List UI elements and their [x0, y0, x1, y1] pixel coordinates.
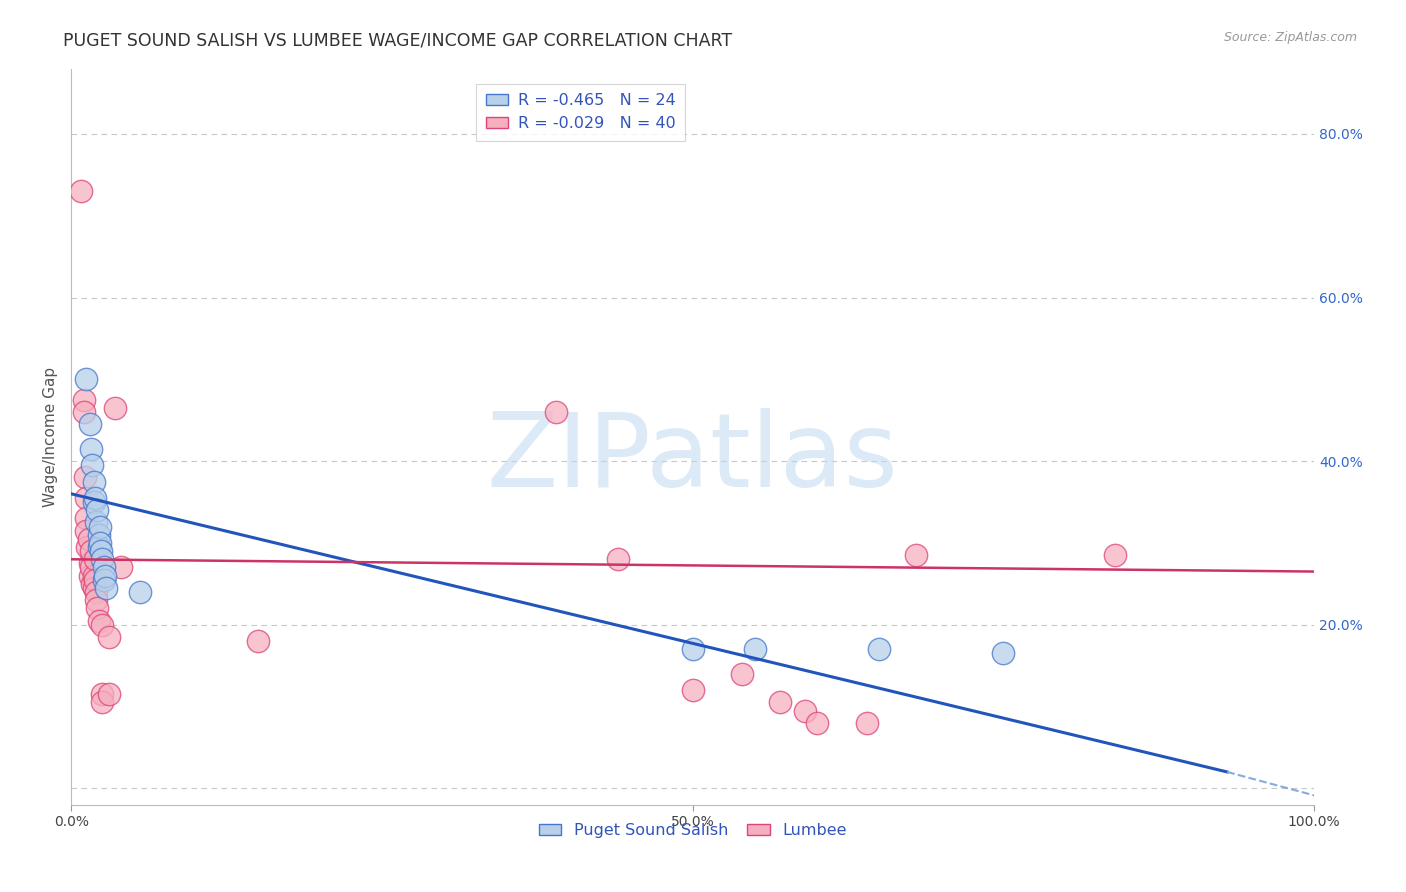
- Point: [79, 568, 101, 582]
- Point: [82, 458, 104, 473]
- Point: [87, 527, 110, 541]
- Point: [79, 557, 101, 571]
- Point: [73, 405, 96, 419]
- Point: [110, 560, 132, 574]
- Point: [75, 511, 97, 525]
- Point: [731, 666, 754, 681]
- Point: [73, 392, 96, 407]
- Point: [83, 495, 105, 509]
- Point: [83, 475, 105, 489]
- Point: [84, 552, 107, 566]
- Point: [89, 536, 111, 550]
- Point: [80, 442, 103, 456]
- Point: [90, 544, 112, 558]
- Point: [544, 405, 567, 419]
- Point: [87, 540, 110, 554]
- Point: [91, 687, 114, 701]
- Point: [682, 642, 704, 657]
- Point: [89, 519, 111, 533]
- Point: [607, 552, 630, 566]
- Point: [993, 646, 1015, 660]
- Point: [855, 715, 877, 730]
- Point: [75, 491, 97, 505]
- Point: [1104, 548, 1126, 562]
- Point: [769, 695, 792, 709]
- Point: [793, 704, 815, 718]
- Text: PUGET SOUND SALISH VS LUMBEE WAGE/INCOME GAP CORRELATION CHART: PUGET SOUND SALISH VS LUMBEE WAGE/INCOME…: [63, 31, 733, 49]
- Point: [82, 577, 104, 591]
- Point: [84, 585, 107, 599]
- Point: [86, 601, 108, 615]
- Y-axis label: Wage/Income Gap: Wage/Income Gap: [44, 367, 58, 507]
- Point: [70, 184, 93, 198]
- Point: [97, 630, 120, 644]
- Point: [128, 585, 150, 599]
- Point: [93, 573, 115, 587]
- Point: [104, 401, 127, 415]
- Point: [84, 573, 107, 587]
- Point: [94, 568, 117, 582]
- Point: [94, 581, 117, 595]
- Point: [83, 568, 105, 582]
- Point: [91, 617, 114, 632]
- Point: [806, 715, 828, 730]
- Point: [93, 560, 115, 574]
- Point: [84, 593, 107, 607]
- Point: [75, 524, 97, 538]
- Point: [79, 417, 101, 432]
- Point: [84, 491, 107, 505]
- Point: [868, 642, 890, 657]
- Point: [97, 687, 120, 701]
- Point: [246, 634, 269, 648]
- Text: ZIPatlas: ZIPatlas: [486, 409, 898, 509]
- Point: [87, 614, 110, 628]
- Point: [86, 503, 108, 517]
- Point: [83, 581, 105, 595]
- Point: [91, 695, 114, 709]
- Point: [682, 683, 704, 698]
- Legend: Puget Sound Salish, Lumbee: Puget Sound Salish, Lumbee: [533, 817, 853, 845]
- Point: [84, 516, 107, 530]
- Point: [905, 548, 928, 562]
- Point: [91, 552, 114, 566]
- Point: [76, 540, 98, 554]
- Text: Source: ZipAtlas.com: Source: ZipAtlas.com: [1223, 31, 1357, 45]
- Point: [744, 642, 766, 657]
- Point: [77, 532, 100, 546]
- Point: [80, 544, 103, 558]
- Point: [75, 372, 97, 386]
- Point: [80, 560, 103, 574]
- Point: [73, 470, 96, 484]
